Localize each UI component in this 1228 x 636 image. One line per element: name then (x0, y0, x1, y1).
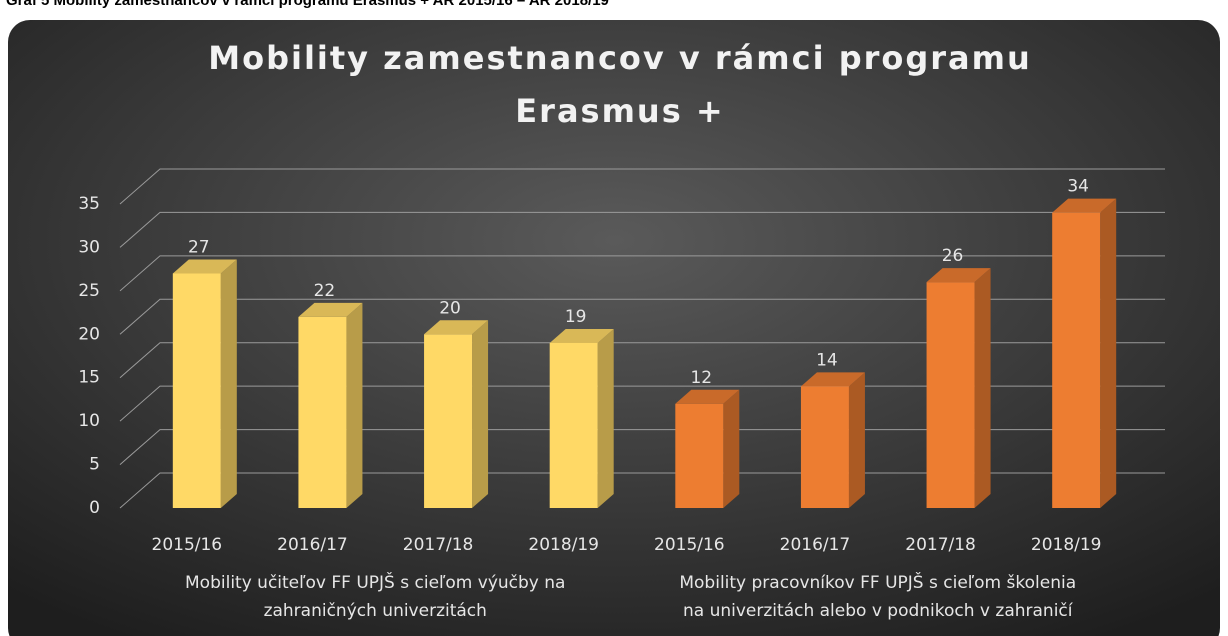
bar-top (424, 320, 489, 335)
x-tick-label: 2017/18 (905, 535, 976, 555)
bar (1052, 212, 1101, 508)
grid-line (119, 211, 1165, 248)
bar (172, 273, 221, 508)
x-tick-label: 2016/17 (780, 535, 851, 555)
bar-top (800, 372, 865, 387)
y-tick-label: 20 (78, 324, 100, 344)
bar-side (1100, 198, 1117, 508)
chart-title: Mobility zamestnancov v rámci programu (208, 39, 1032, 77)
bar-side (848, 372, 865, 508)
x-tick-label: 2018/19 (1031, 535, 1102, 555)
y-tick-label: 25 (78, 281, 100, 301)
grid-line (119, 298, 1165, 335)
y-tick-label: 10 (78, 411, 100, 431)
bar-side (346, 302, 363, 508)
group-label: Mobility učiteľov FF UPJŠ s cieľom výučb… (185, 571, 565, 593)
bar-side (723, 389, 740, 508)
x-tick-label: 2016/17 (277, 535, 348, 555)
data-label: 20 (439, 298, 461, 318)
bar-top (675, 389, 740, 404)
group-label: na univerzitách alebo v podnikoch v zahr… (683, 601, 1074, 621)
data-label: 19 (565, 307, 587, 327)
caption: Graf 5 Mobility zamestnancov v rámci pro… (6, 0, 609, 9)
y-tick-label: 5 (89, 455, 100, 475)
x-tick-label: 2015/16 (152, 535, 223, 555)
bar-top (926, 268, 991, 283)
data-label: 12 (690, 368, 712, 388)
data-label: 34 (1067, 177, 1089, 197)
bar-top (172, 259, 237, 274)
grid-line (119, 168, 1165, 205)
data-label: 27 (188, 237, 210, 257)
bar-side (597, 328, 614, 508)
bar-side (472, 320, 489, 508)
x-tick-label: 2015/16 (654, 535, 725, 555)
chart-title: Erasmus + (515, 92, 724, 130)
bar (549, 342, 598, 508)
y-tick-label: 0 (89, 498, 100, 518)
x-tick-label: 2018/19 (528, 535, 599, 555)
bar (675, 403, 724, 508)
y-tick-label: 30 (78, 237, 100, 257)
bar (424, 334, 473, 508)
bar-top (549, 328, 614, 343)
bar-top (298, 302, 363, 317)
bar-top (1052, 198, 1117, 213)
y-tick-label: 35 (78, 194, 100, 214)
bar (800, 386, 849, 508)
data-label: 22 (314, 281, 336, 301)
bar-side (974, 268, 991, 508)
bar (926, 282, 975, 508)
group-label: Mobility pracovníkov FF UPJŠ s cieľom šk… (679, 571, 1076, 593)
x-tick-label: 2017/18 (403, 535, 474, 555)
bar (298, 316, 347, 508)
grid-line (119, 255, 1165, 292)
data-label: 14 (816, 350, 838, 370)
bar-side (220, 259, 237, 508)
group-label: zahraničných univerzitách (264, 601, 487, 621)
y-tick-label: 15 (78, 368, 100, 388)
data-label: 26 (942, 246, 964, 266)
grid-line (119, 342, 1165, 379)
